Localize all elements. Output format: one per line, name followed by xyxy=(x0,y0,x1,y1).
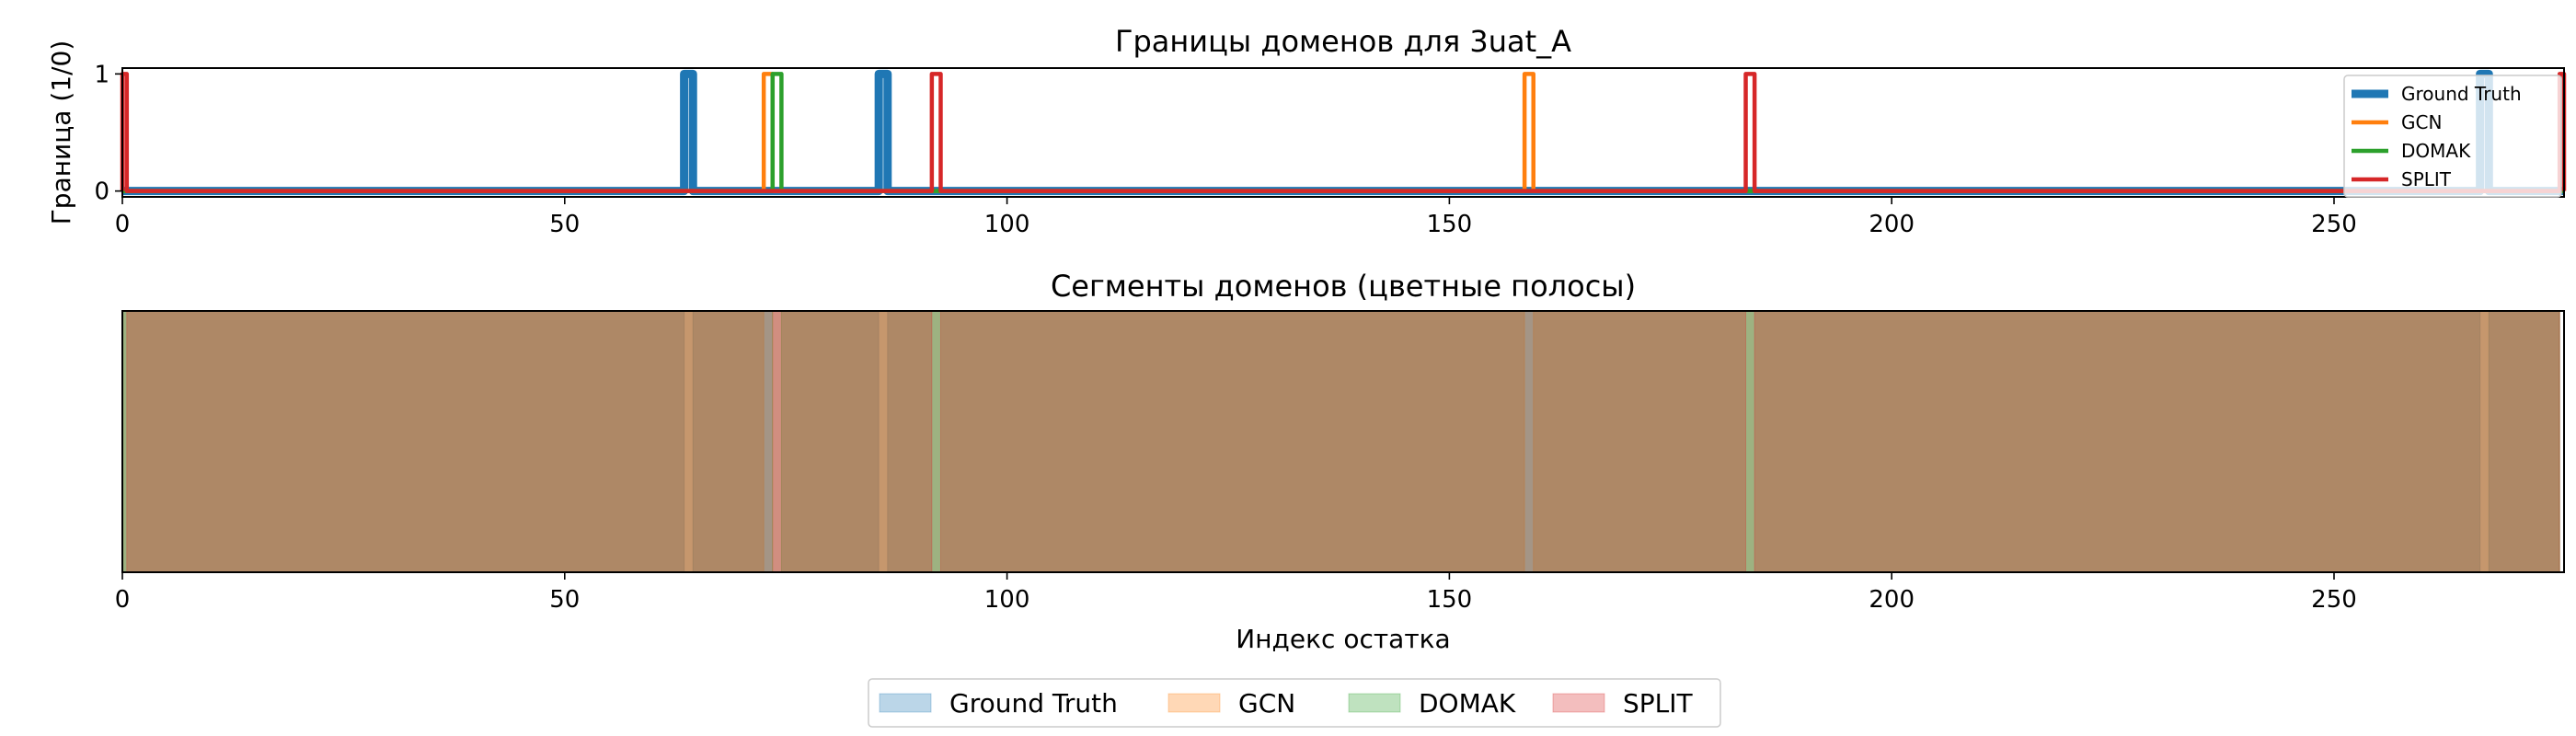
legend-label: SPLIT xyxy=(2401,168,2452,190)
series-line xyxy=(122,72,2564,193)
legend-box xyxy=(868,678,1721,728)
series-line xyxy=(122,72,2564,193)
legend-swatch xyxy=(1348,693,1401,713)
plot-frame xyxy=(121,310,2565,573)
segment-band xyxy=(780,310,2560,573)
segment-panel: Сегменты доменов (цветные полосы) 0 50 100… xyxy=(115,269,2565,728)
legend-label: GCN xyxy=(1238,688,1295,719)
segment-band xyxy=(939,310,1747,573)
legend-swatch xyxy=(1167,693,1221,713)
segment-bands xyxy=(121,310,2560,573)
segment-band xyxy=(692,310,880,573)
segment-band xyxy=(121,310,774,573)
x-tick-label: 100 xyxy=(984,586,1030,614)
x-axis-label: Индекс остатка xyxy=(1236,624,1450,654)
y-tick-label: 0 xyxy=(94,178,109,206)
series-line xyxy=(122,69,2564,196)
boundary-panel: Границы доменов для 3uat_A Граница (1/0)… xyxy=(46,24,2567,238)
legend-label: DOMAK xyxy=(2401,140,2471,162)
x-tick-label: 0 xyxy=(115,211,131,238)
segment-band xyxy=(126,310,933,573)
chart-title: Границы доменов для 3uat_A xyxy=(1115,24,1571,59)
boundary-lines xyxy=(120,69,2567,196)
y-axis-label: Граница (1/0) xyxy=(46,40,76,225)
x-tick-label: 250 xyxy=(2311,586,2357,614)
segment-band xyxy=(121,310,765,573)
segment-band xyxy=(2488,310,2560,573)
series-line xyxy=(120,72,2567,193)
y-tick-label: 1 xyxy=(94,61,109,88)
legend-label: GCN xyxy=(2401,111,2442,133)
plot-frame xyxy=(121,67,2565,198)
x-axis-ticks: 0 50 100 150 200 250 xyxy=(115,197,2357,238)
x-axis-ticks: 0 50 100 150 200 250 xyxy=(115,572,2357,614)
segment-band xyxy=(887,310,2481,573)
legend-label: Ground Truth xyxy=(949,688,1118,719)
segment-band xyxy=(1533,310,2560,573)
legend-swatch xyxy=(1552,693,1605,713)
x-tick-label: 150 xyxy=(1427,211,1473,238)
x-tick-label: 200 xyxy=(1869,211,1915,238)
x-tick-label: 100 xyxy=(984,211,1030,238)
segment-band xyxy=(1754,310,2560,573)
x-tick-label: 50 xyxy=(549,211,580,238)
segment-band xyxy=(772,310,1525,573)
x-tick-label: 0 xyxy=(115,586,131,614)
x-tick-label: 50 xyxy=(549,586,580,614)
x-tick-label: 200 xyxy=(1869,586,1915,614)
legend: Ground Truth GCN DOMAK SPLIT xyxy=(868,678,1721,728)
legend-label: SPLIT xyxy=(1623,688,1694,719)
legend-label: DOMAK xyxy=(1419,688,1516,719)
legend-swatch xyxy=(879,693,932,713)
legend: Ground Truth GCN DOMAK SPLIT xyxy=(2343,75,2562,198)
y-axis-ticks: 01 xyxy=(94,61,122,206)
segment-band xyxy=(121,310,685,573)
x-tick-label: 250 xyxy=(2311,211,2357,238)
chart-title: Сегменты доменов (цветные полосы) xyxy=(1051,269,1636,304)
legend-label: Ground Truth xyxy=(2401,83,2522,105)
x-tick-label: 150 xyxy=(1427,586,1473,614)
legend-box xyxy=(2343,75,2562,198)
